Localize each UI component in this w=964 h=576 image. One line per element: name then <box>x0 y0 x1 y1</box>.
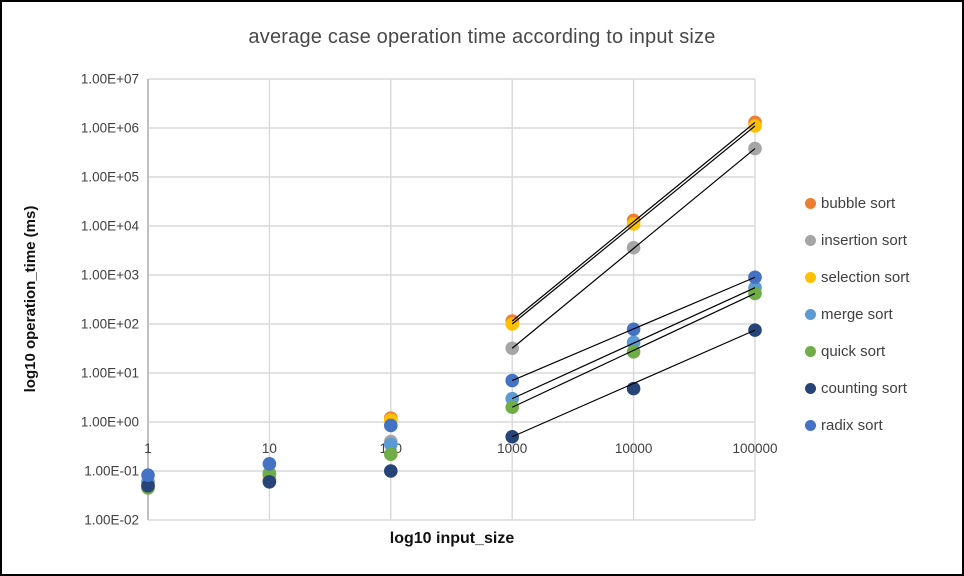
legend-item-merge-sort: merge sort <box>805 306 909 323</box>
legend-label: selection sort <box>821 269 910 286</box>
point-insertion-sort-1000 <box>505 341 519 356</box>
y-tick-label: 1.00E+00 <box>81 415 139 430</box>
legend-label: counting sort <box>821 380 907 397</box>
trendline-selection-sort <box>511 125 756 325</box>
trendline-bubble-sort <box>511 121 756 322</box>
x-tick-label: 10000 <box>615 441 653 456</box>
point-merge-sort-10000 <box>626 335 641 350</box>
x-tick-label: 1000 <box>497 441 527 456</box>
trendline-quick-sort <box>511 292 756 408</box>
legend-label: quick sort <box>821 343 886 360</box>
legend-label: insertion sort <box>821 232 907 249</box>
legend-label: radix sort <box>821 417 883 434</box>
y-axis-title: log10 operation_time (ms) <box>22 205 39 393</box>
x-tick-label: 1 <box>144 441 152 456</box>
point-quick-sort-100 <box>384 447 398 462</box>
trendline-radix-sort <box>511 276 756 382</box>
x-tick-label: 10 <box>262 441 277 456</box>
point-radix-sort-10 <box>262 457 277 471</box>
point-merge-sort-100 <box>384 437 398 452</box>
legend-item-insertion-sort: insertion sort <box>805 232 909 249</box>
y-tick-label: 1.00E+06 <box>81 121 139 136</box>
legend-item-quick-sort: quick sort <box>805 343 909 360</box>
trendline-insertion-sort <box>511 148 756 349</box>
legend-marker-icon <box>805 420 816 431</box>
y-tick-label: 1.00E+07 <box>81 72 139 87</box>
chart-title: average case operation time according to… <box>248 26 716 48</box>
y-tick-label: 1.00E+01 <box>81 366 139 381</box>
point-radix-sort-1 <box>141 468 155 483</box>
y-tick-label: 1.00E+02 <box>81 317 139 332</box>
legend-marker-icon <box>805 198 816 209</box>
y-tick-label: 1.00E-01 <box>84 464 139 479</box>
legend-item-radix-sort: radix sort <box>805 417 909 434</box>
legend-item-counting-sort: counting sort <box>805 380 909 397</box>
y-tick-label: 1.00E-02 <box>84 513 139 528</box>
point-counting-sort-100 <box>384 464 398 478</box>
x-axis-title: log10 input_size <box>389 530 515 547</box>
point-quick-sort-1000 <box>505 400 519 415</box>
legend-label: merge sort <box>821 306 893 323</box>
legend-marker-icon <box>805 346 816 357</box>
y-tick-label: 1.00E+04 <box>81 219 140 234</box>
legend-label: bubble sort <box>821 195 896 212</box>
x-tick-label: 100000 <box>732 441 777 456</box>
point-counting-sort-1 <box>141 478 155 493</box>
legend: bubble sort insertion sort selection sort m… <box>805 195 909 434</box>
trendline-counting-sort <box>511 329 756 438</box>
legend-item-bubble-sort: bubble sort <box>805 195 909 212</box>
point-counting-sort-10 <box>262 475 277 489</box>
legend-item-selection-sort: selection sort <box>805 269 909 286</box>
point-quick-sort-10000 <box>626 345 641 359</box>
y-tick-label: 1.00E+05 <box>81 170 139 185</box>
legend-marker-icon <box>805 309 816 320</box>
legend-marker-icon <box>805 272 816 283</box>
legend-marker-icon <box>805 235 816 246</box>
point-radix-sort-100 <box>384 418 398 433</box>
legend-marker-icon <box>805 383 816 394</box>
y-tick-label: 1.00E+03 <box>81 268 139 283</box>
point-counting-sort-1000 <box>505 429 519 444</box>
trendline-merge-sort <box>511 287 756 400</box>
